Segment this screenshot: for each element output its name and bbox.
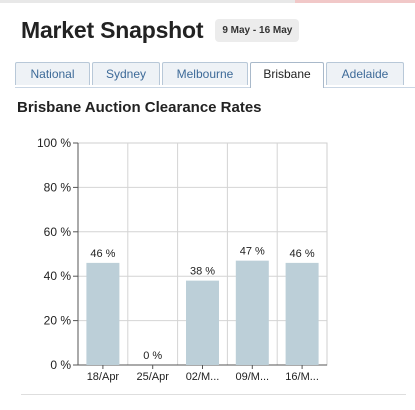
tab-adelaide[interactable]: Adelaide [326, 62, 404, 85]
tab-sydney[interactable]: Sydney [92, 62, 160, 85]
tab-melbourne[interactable]: Melbourne [162, 62, 248, 85]
x-tick-label: 09/M... [235, 371, 269, 383]
bar-data-label: 38 % [190, 266, 215, 278]
bar [86, 262, 120, 365]
top-rule [0, 0, 415, 3]
date-range-badge: 9 May - 16 May [215, 19, 300, 42]
bar-data-label: 46 % [290, 248, 315, 260]
y-tick-label: 20 % [44, 314, 72, 328]
x-tick-label: 16/M... [285, 371, 319, 383]
top-rule-accent [295, 0, 415, 3]
bar [186, 280, 219, 365]
bar [235, 260, 269, 365]
x-tick-label: 18/Apr [87, 371, 120, 383]
bar-data-label: 47 % [240, 246, 265, 258]
y-tick-label: 100 % [37, 136, 71, 150]
tab-national[interactable]: National [15, 62, 90, 85]
chart-heading: Brisbane Auction Clearance Rates [17, 99, 262, 116]
y-tick-label: 0 % [50, 358, 71, 372]
tab-brisbane[interactable]: Brisbane [250, 62, 324, 88]
page-title: Market Snapshot [21, 17, 204, 43]
bottom-rule [21, 394, 406, 395]
x-tick-label: 25/Apr [136, 371, 169, 383]
header: Market Snapshot 9 May - 16 May [21, 17, 300, 44]
y-tick-label: 60 % [44, 225, 72, 239]
y-tick-label: 40 % [44, 269, 72, 283]
bar [285, 262, 319, 365]
city-tabs: National Sydney Melbourne Brisbane Adela… [15, 62, 415, 88]
x-tick-label: 02/M... [186, 371, 220, 383]
y-tick-label: 80 % [44, 180, 72, 194]
bar-data-label: 46 % [90, 248, 115, 260]
bar-data-label: 0 % [143, 350, 162, 362]
